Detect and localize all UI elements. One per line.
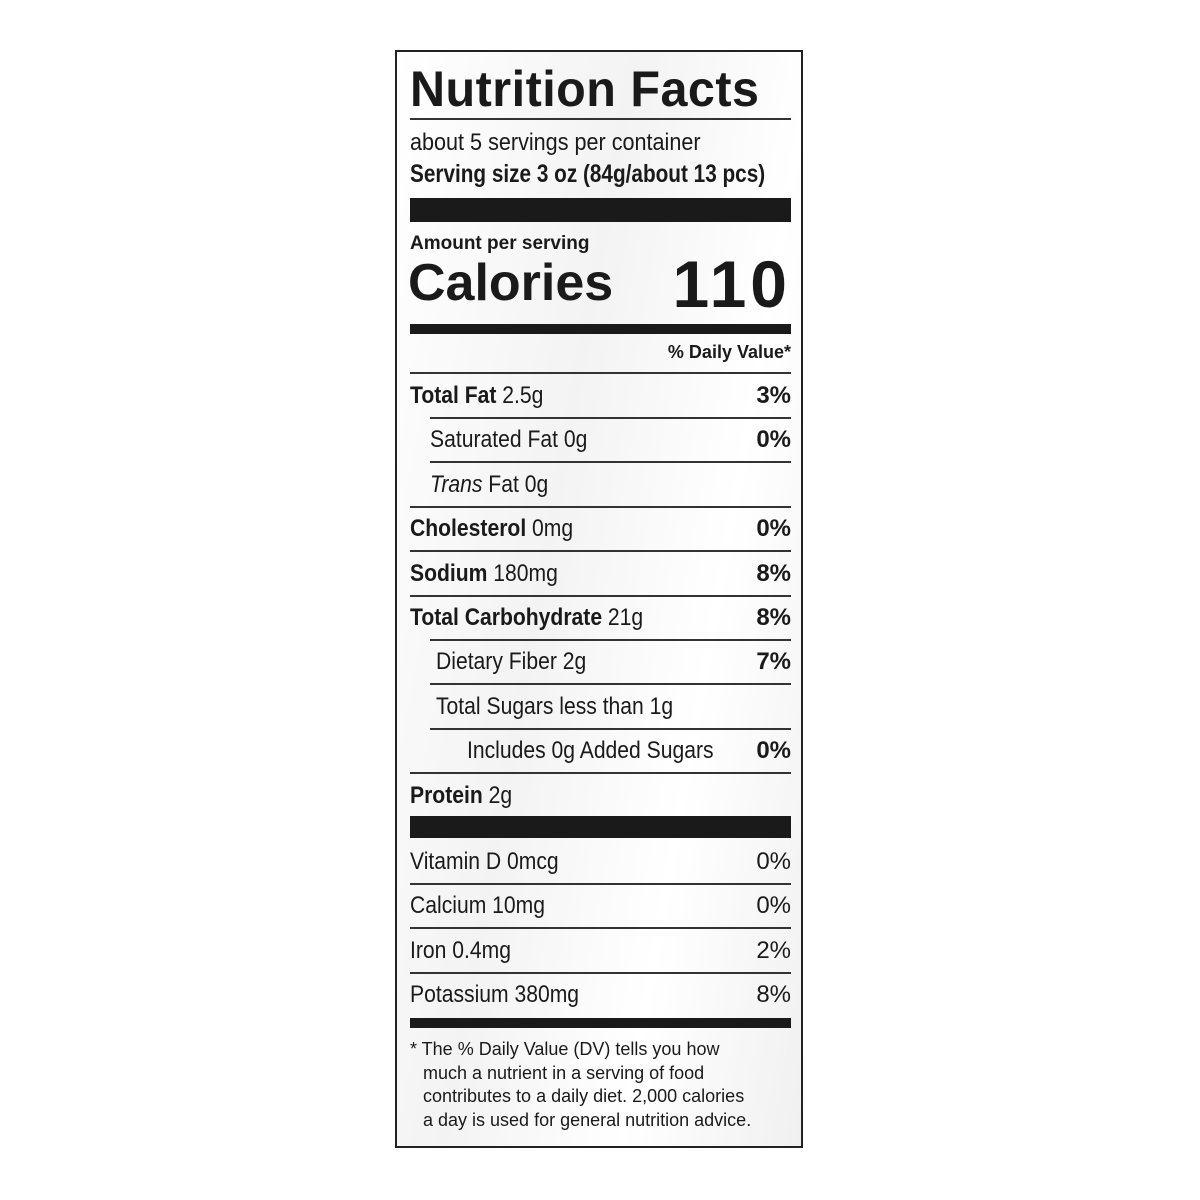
nutrient-amount: 21g [607, 604, 644, 631]
vitamin-amount: 10mg [492, 892, 545, 920]
nutrient-name-suffix: Fat [488, 470, 519, 498]
divider [410, 772, 791, 775]
divider [410, 118, 791, 120]
nutrient-daily-value: 8% [756, 604, 791, 631]
nutrient-name: Dietary Fiber [436, 648, 557, 676]
amount-per-serving: Amount per serving [410, 233, 590, 254]
divider [410, 883, 791, 885]
nutrient-row: Saturated Fat 0g 0% [410, 418, 791, 462]
nutrient-name: Total Carbohydrate [410, 604, 603, 631]
vitamin-label: Vitamin D 0mcg [410, 840, 559, 884]
nutrient-name: Protein [410, 781, 483, 809]
nutrient-name: Sodium [410, 559, 488, 587]
vitamin-daily-value: 2% [756, 936, 791, 964]
nutrient-row: Total Carbohydrate 21g 8% [410, 596, 791, 640]
nutrient-label: Cholesterol 0mg [410, 507, 573, 551]
divider [410, 927, 791, 930]
nutrient-amount: 2g [562, 648, 587, 676]
vitamin-daily-value: 8% [756, 981, 791, 1009]
vitamin-row: Calcium 10mg 0% [410, 884, 791, 928]
nutrient-daily-value: 3% [756, 382, 791, 409]
divider [430, 683, 791, 686]
divider [430, 727, 791, 730]
nutrient-label: Sodium 180mg [410, 552, 558, 596]
footnote: * The % Daily Value (DV) tells you how mu… [410, 1038, 751, 1132]
calories-label: Calories [408, 254, 614, 312]
nutrient-name: Trans [430, 470, 483, 498]
nutrient-label: Includes 0g Added Sugars [467, 729, 714, 773]
divider [410, 505, 791, 508]
nutrient-amount: 2.5g [502, 382, 544, 409]
nutrient-daily-value: 0% [756, 737, 791, 765]
divider [410, 971, 791, 974]
vitamin-name: Potassium [410, 981, 509, 1009]
nutrient-name: Cholesterol [410, 515, 527, 543]
vitamin-label: Calcium 10mg [410, 884, 545, 928]
nutrient-label: Protein 2g [410, 774, 512, 818]
nutrient-name: Saturated Fat [430, 426, 558, 454]
nutrient-daily-value: 7% [756, 648, 791, 676]
nutrient-amount: 180mg [493, 559, 558, 587]
nutrient-label: Total Carbohydrate 21g [410, 596, 643, 640]
nutrient-amount: 0g [524, 470, 549, 498]
vitamin-amount: 0mcg [507, 848, 559, 875]
footnote-line: * The % Daily Value (DV) tells you how [410, 1039, 720, 1059]
divider [410, 594, 791, 597]
nutrient-daily-value: 0% [756, 515, 791, 543]
vitamin-label: Potassium 380mg [410, 973, 579, 1017]
nutrient-row: Dietary Fiber 2g 7% [410, 640, 791, 684]
footnote-line: a day is used for general nutrition advi… [423, 1109, 752, 1130]
footnote-line: much a nutrient in a serving of food [423, 1062, 705, 1083]
nutrient-row: Total Fat 2.5g 3% [410, 374, 791, 418]
vitamin-amount: 380mg [514, 981, 580, 1009]
nutrient-amount: 1g [649, 692, 674, 720]
divider [410, 372, 791, 374]
servings-per-container: about 5 servings per container [410, 129, 701, 156]
vitamin-name: Iron [410, 936, 447, 964]
serving-size: Serving size 3 oz (84g/about 13 pcs) [410, 160, 766, 188]
nutrient-row: Cholesterol 0mg 0% [410, 507, 791, 551]
nutrient-daily-value: 8% [756, 559, 791, 587]
vitamin-row: Potassium 380mg 8% [410, 973, 791, 1017]
nutrient-label: Total Sugars less than 1g [436, 685, 673, 729]
divider [430, 417, 791, 419]
vitamin-row: Vitamin D 0mcg 0% [410, 840, 791, 884]
vitamin-row: Iron 0.4mg 2% [410, 929, 791, 973]
thick-divider [410, 816, 791, 838]
medium-divider [410, 1018, 791, 1028]
nutrient-amount: 0mg [532, 515, 574, 543]
nutrient-label: Trans Fat 0g [430, 463, 548, 507]
medium-divider [410, 324, 791, 334]
vitamin-daily-value: 0% [756, 848, 791, 875]
divider [430, 461, 791, 464]
divider [430, 639, 791, 641]
vitamin-name: Vitamin D [410, 848, 502, 875]
nutrient-daily-value: 0% [756, 426, 791, 454]
nutrient-name: Total Fat [410, 382, 497, 409]
nutrition-facts-label [395, 50, 803, 1148]
vitamin-label: Iron 0.4mg [410, 929, 511, 973]
divider [410, 550, 791, 553]
nutrient-name: Total Sugars less than [436, 692, 644, 720]
nutrient-label: Saturated Fat 0g [430, 418, 587, 462]
nutrient-row: Sodium 180mg 8% [410, 552, 791, 596]
vitamin-name: Calcium [410, 892, 487, 920]
calories-value: 110 [672, 247, 791, 321]
thick-divider [410, 198, 791, 222]
nutrient-amount: 2g [488, 781, 513, 809]
vitamin-daily-value: 0% [756, 892, 791, 920]
nutrient-label: Total Fat 2.5g [410, 374, 543, 418]
nutrient-row: Trans Fat 0g [410, 463, 791, 507]
nutrient-row: Protein 2g [410, 774, 791, 818]
nutrient-row: Total Sugars less than 1g [410, 685, 791, 729]
nutrient-name: Includes 0g Added Sugars [467, 737, 714, 765]
vitamin-amount: 0.4mg [452, 936, 511, 964]
nutrient-row: Includes 0g Added Sugars 0% [410, 729, 791, 773]
label-title: Nutrition Facts [410, 61, 760, 117]
daily-value-header: % Daily Value* [667, 342, 791, 362]
nutrient-label: Dietary Fiber 2g [436, 640, 586, 684]
footnote-line: contributes to a daily diet. 2,000 calor… [423, 1086, 745, 1106]
nutrient-amount: 0g [563, 426, 588, 454]
